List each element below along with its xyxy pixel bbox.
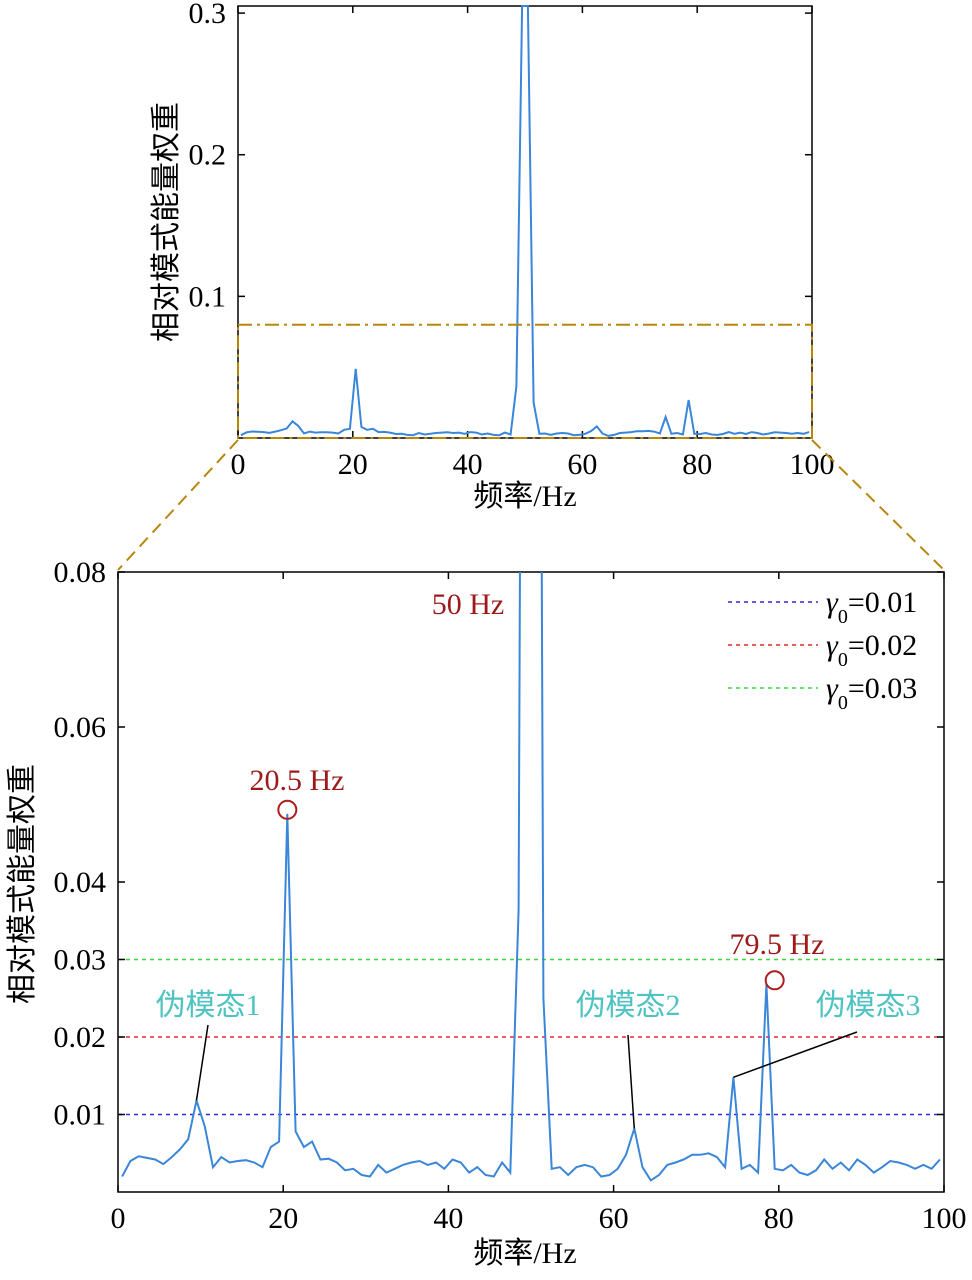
x-tick-label: 40 bbox=[433, 1202, 463, 1235]
y-tick-label: 0.04 bbox=[54, 866, 107, 899]
x-tick-label: 100 bbox=[790, 448, 835, 481]
peak-annotations: 20.5 Hz 50 Hz 79.5 Hz bbox=[250, 588, 825, 991]
y-tick-label: 0.02 bbox=[54, 1021, 107, 1054]
legend-entry-3: γ0=0.03 bbox=[826, 672, 917, 714]
top-x-axis-label: 频率/Hz bbox=[473, 480, 576, 513]
bottom-x-axis-label: 频率/Hz bbox=[473, 1237, 576, 1270]
spurious-mode-label-1: 伪模态1 bbox=[156, 989, 261, 1022]
zoom-region-box bbox=[237, 323, 813, 440]
x-tick-label: 20 bbox=[268, 1202, 298, 1235]
x-tick-label: 0 bbox=[111, 1202, 126, 1235]
x-tick-label: 20 bbox=[338, 448, 368, 481]
top-series-line bbox=[240, 5, 810, 437]
bottom-series-line bbox=[121, 572, 941, 1182]
y-tick-label: 0.1 bbox=[189, 280, 227, 313]
peak-label-1: 20.5 Hz bbox=[250, 764, 345, 797]
threshold-lines bbox=[118, 958, 944, 1116]
legend-entry-2: γ0=0.02 bbox=[826, 629, 917, 671]
x-tick-label: 40 bbox=[453, 448, 483, 481]
spurious-mode-label-2: 伪模态2 bbox=[576, 989, 681, 1022]
y-tick-label: 0.2 bbox=[189, 139, 227, 172]
bottom-plot-frame bbox=[117, 571, 945, 1193]
bottom-y-axis-label: 相对模式能量权重 bbox=[6, 764, 39, 1004]
y-tick-label: 0.08 bbox=[54, 556, 107, 589]
zoom-connector-left bbox=[117, 439, 239, 571]
x-tick-label: 60 bbox=[567, 448, 597, 481]
legend-entry-1: γ0=0.01 bbox=[826, 586, 917, 628]
spurious-mode-label-3: 伪模态3 bbox=[816, 989, 921, 1022]
spurious-mode-leader-3 bbox=[733, 1031, 858, 1079]
x-tick-label: 100 bbox=[922, 1202, 967, 1235]
x-tick-label: 80 bbox=[682, 448, 712, 481]
peak-marker-1 bbox=[277, 799, 298, 820]
zoom-connector-right bbox=[811, 439, 945, 571]
x-tick-label: 80 bbox=[764, 1202, 794, 1235]
y-tick-label: 0.3 bbox=[189, 0, 227, 30]
top-plot-frame bbox=[237, 5, 813, 439]
peak-marker-3 bbox=[764, 970, 785, 991]
spurious-mode-annotations: 伪模态1 伪模态2 伪模态3 bbox=[156, 989, 921, 1129]
bottom-ticks bbox=[117, 571, 945, 1192]
peak-label-2: 50 Hz bbox=[432, 588, 504, 621]
peak-label-3: 79.5 Hz bbox=[730, 928, 825, 961]
top-y-axis-label: 相对模式能量权重 bbox=[150, 102, 183, 342]
spurious-mode-leader-1 bbox=[195, 1024, 209, 1101]
top-panel: 0 20 40 60 80 100 0.1 0.2 0.3 频率/Hz 相对模式能量权重 bbox=[150, 0, 835, 513]
y-tick-label: 0.06 bbox=[54, 711, 107, 744]
x-tick-label: 60 bbox=[599, 1202, 629, 1235]
bottom-panel: 0 20 40 60 80 100 0.01 0.02 0.03 0.04 0.06 0.08 20.… bbox=[6, 556, 967, 1270]
y-tick-label: 0.01 bbox=[54, 1099, 107, 1132]
top-ticks bbox=[237, 6, 813, 438]
top-tick-labels: 0 20 40 60 80 100 0.1 0.2 0.3 bbox=[189, 0, 835, 481]
y-tick-label: 0.03 bbox=[54, 944, 107, 977]
bottom-tick-labels: 0 20 40 60 80 100 0.01 0.02 0.03 0.04 0.06 0.08 bbox=[54, 556, 967, 1235]
x-tick-label: 0 bbox=[231, 448, 246, 481]
spurious-mode-leader-2 bbox=[627, 1034, 635, 1129]
